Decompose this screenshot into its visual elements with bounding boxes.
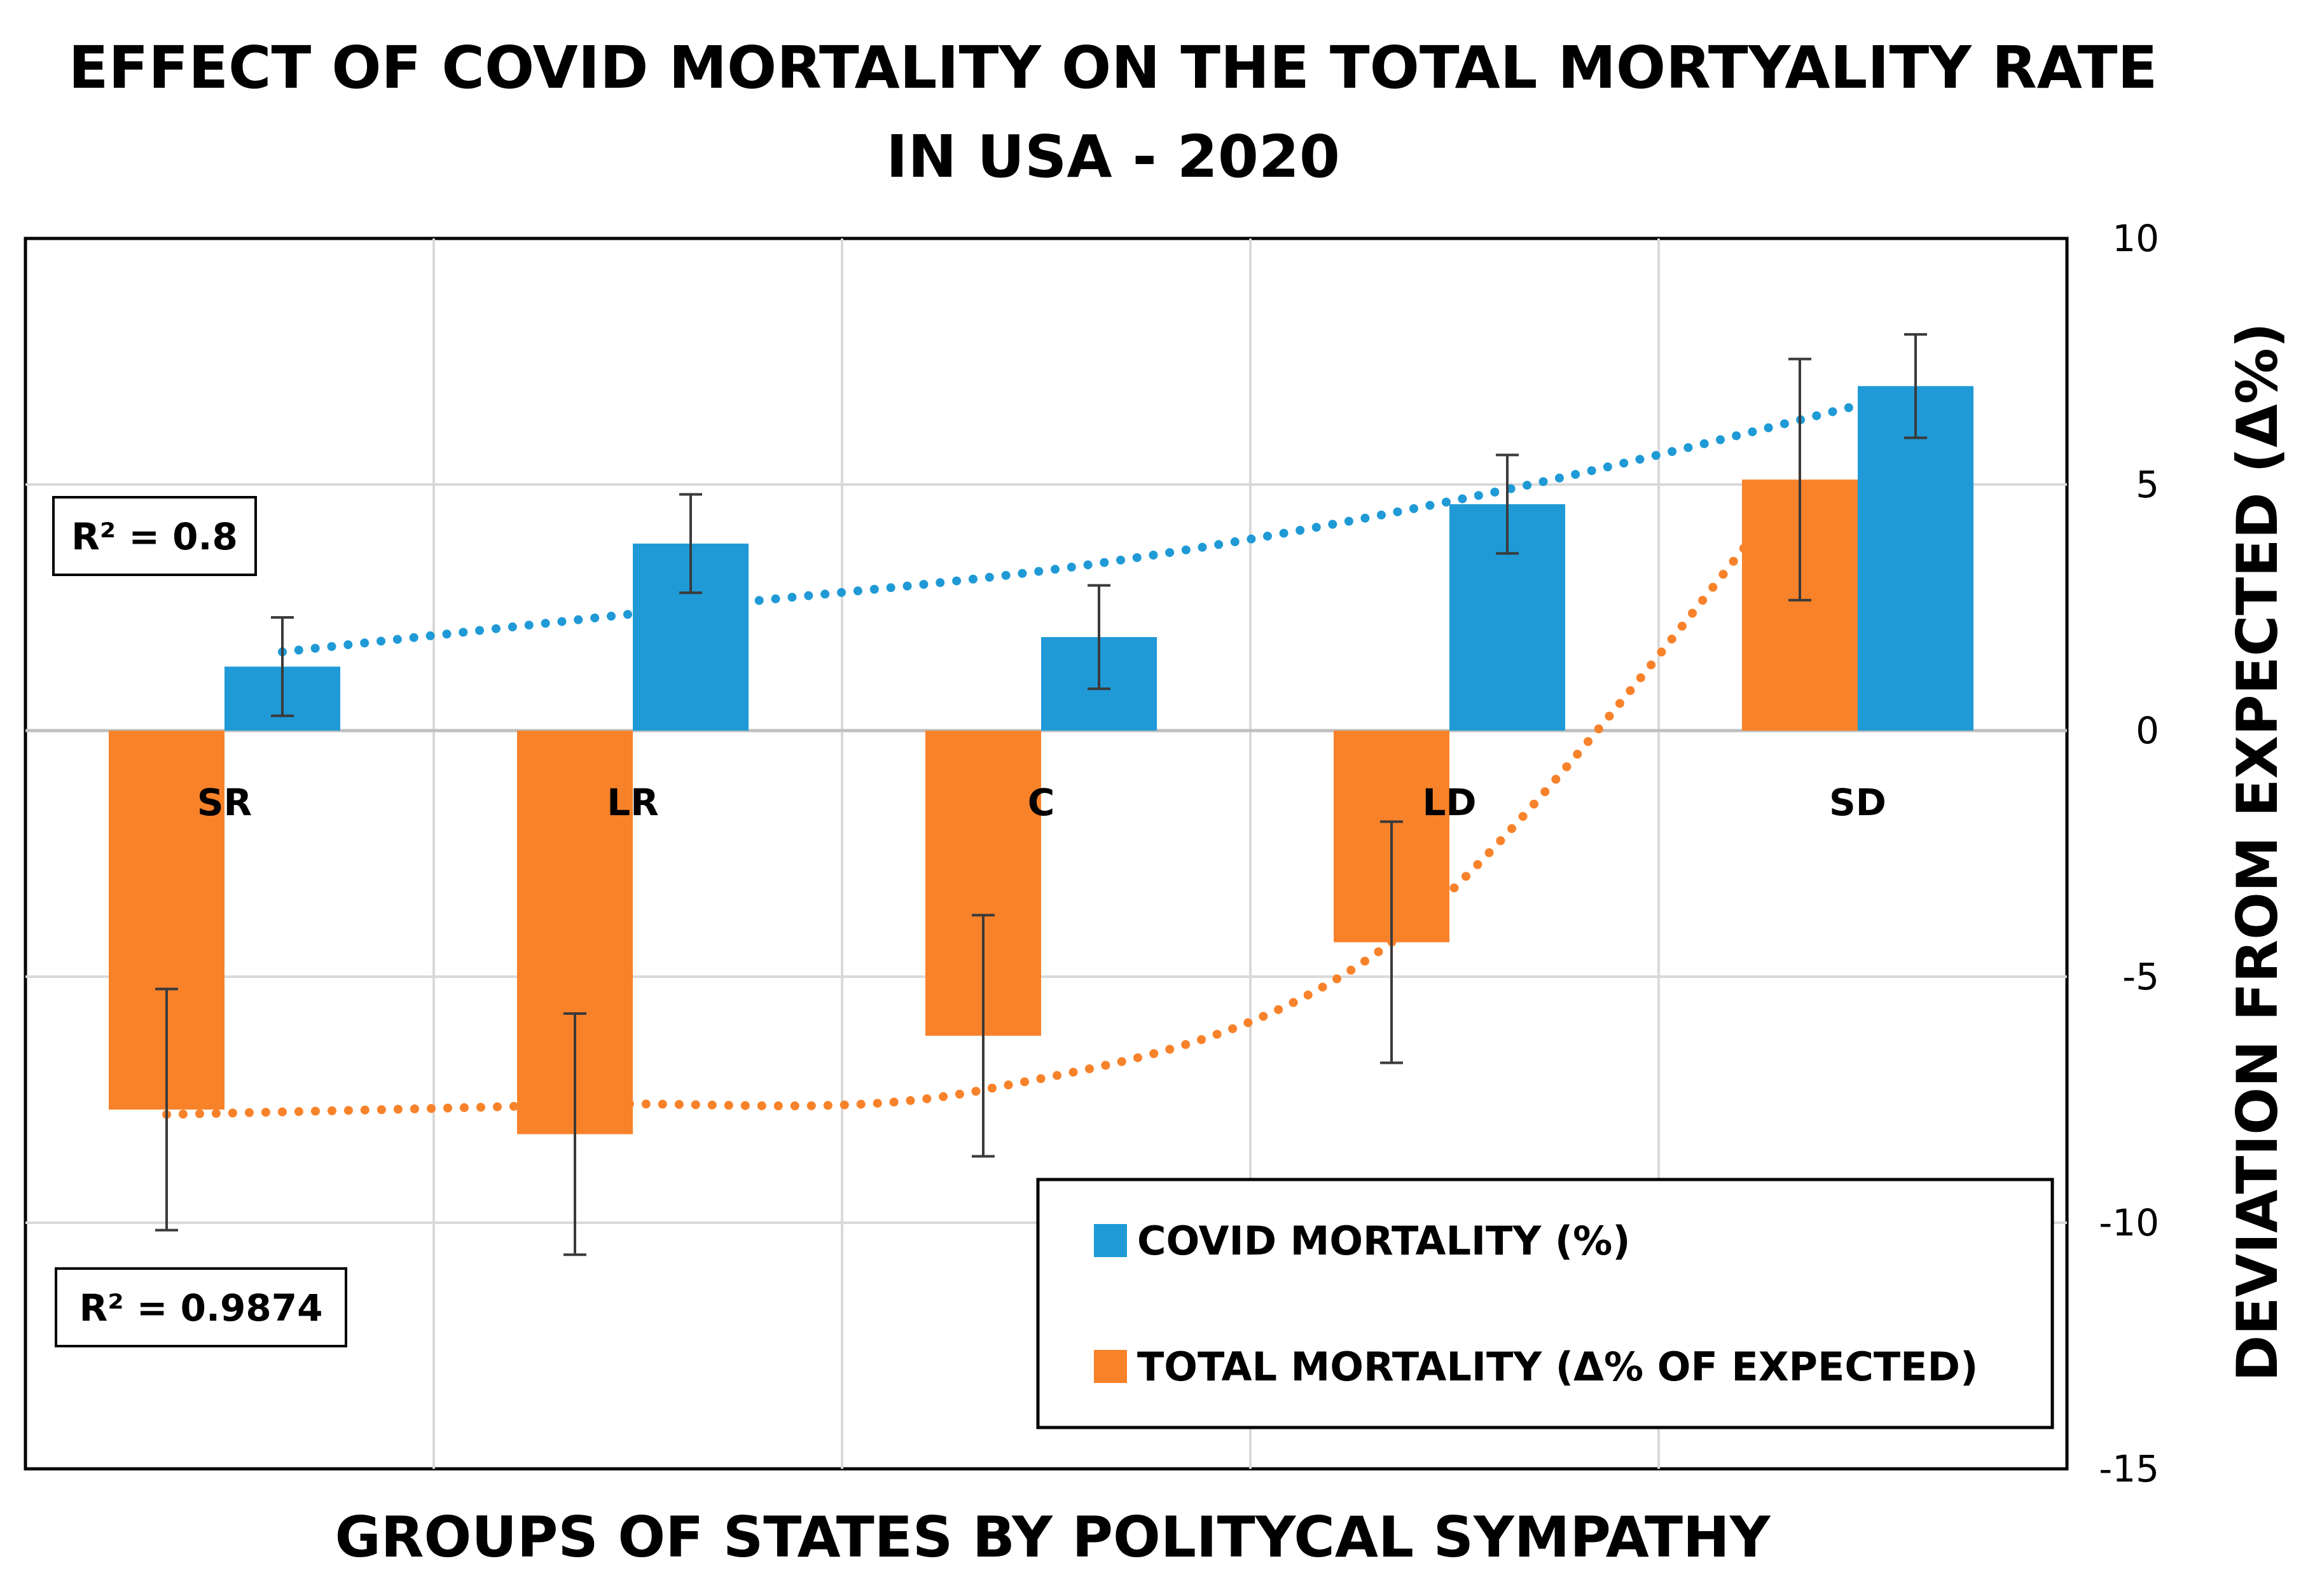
chart-title-line-1: EFFECT OF COVID MORTALITY ON THE TOTAL M… <box>69 34 2158 102</box>
error-bar <box>1904 333 1927 439</box>
chart-title-line-2: IN USA - 2020 <box>886 123 1340 191</box>
x-category-label: SR <box>197 781 252 824</box>
error-bar <box>1380 820 1403 1064</box>
x-category-label: LR <box>607 781 659 824</box>
y-tick-label: -10 <box>2099 1201 2159 1244</box>
trendlines <box>162 386 1920 1119</box>
y-tick-label: 5 <box>2136 463 2159 506</box>
error-bar <box>679 493 702 595</box>
legend-box <box>1036 1178 2054 1429</box>
legend: COVID MORTALITY (%) TOTAL MORTALITY (Δ% … <box>1036 1178 2054 1429</box>
trendline-total <box>162 475 1804 1119</box>
y-axis-title: DEVIATION FROM EXPECTED (Δ%) <box>2225 322 2290 1382</box>
error-bar <box>1496 453 1519 555</box>
r2-annotation-total: R² = 0.9874 <box>55 1267 347 1347</box>
error-bar <box>972 914 995 1158</box>
legend-swatch-covid <box>1094 1224 1127 1257</box>
y-tick-label: 0 <box>2136 709 2159 752</box>
error-bar <box>1088 584 1110 691</box>
x-category-label: SD <box>1829 781 1886 824</box>
legend-label-covid: COVID MORTALITY (%) <box>1137 1218 1631 1264</box>
error-bars <box>155 333 1927 1256</box>
x-category-label: LD <box>1422 781 1476 824</box>
error-bar <box>1788 357 1811 602</box>
error-bar <box>155 987 178 1232</box>
y-tick-label: -5 <box>2122 955 2159 998</box>
legend-swatch-total <box>1094 1350 1127 1383</box>
r2-label-total: R² = 0.9874 <box>79 1286 323 1330</box>
y-tick-label: 10 <box>2112 217 2159 260</box>
y-tick-label: -15 <box>2099 1447 2159 1490</box>
x-axis-categories: SR LR C LD SD <box>197 781 1886 824</box>
trendline-covid <box>278 386 1920 657</box>
error-bar <box>271 616 294 717</box>
x-category-label: C <box>1028 781 1055 824</box>
legend-label-total: TOTAL MORTALITY (Δ% OF EXPECTED) <box>1137 1344 1978 1390</box>
error-bar <box>563 1012 586 1256</box>
r2-annotation-covid: R² = 0.8 <box>52 496 257 576</box>
x-axis-title: GROUPS OF STATES BY POLITYCAL SYMPATHY <box>335 1504 1771 1570</box>
y-axis-ticks: 10 5 0 -5 -10 -15 <box>2099 217 2159 1490</box>
r2-label-covid: R² = 0.8 <box>71 515 238 558</box>
bar-covid-sd <box>1858 386 1973 731</box>
